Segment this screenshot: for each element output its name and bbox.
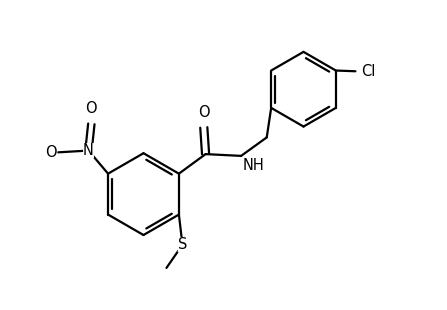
Text: O: O	[45, 145, 56, 160]
Text: S: S	[178, 237, 187, 252]
Text: N: N	[83, 143, 94, 158]
Text: Cl: Cl	[361, 64, 375, 79]
Text: NH: NH	[242, 158, 264, 173]
Text: O: O	[198, 104, 210, 120]
Text: O: O	[85, 101, 97, 116]
